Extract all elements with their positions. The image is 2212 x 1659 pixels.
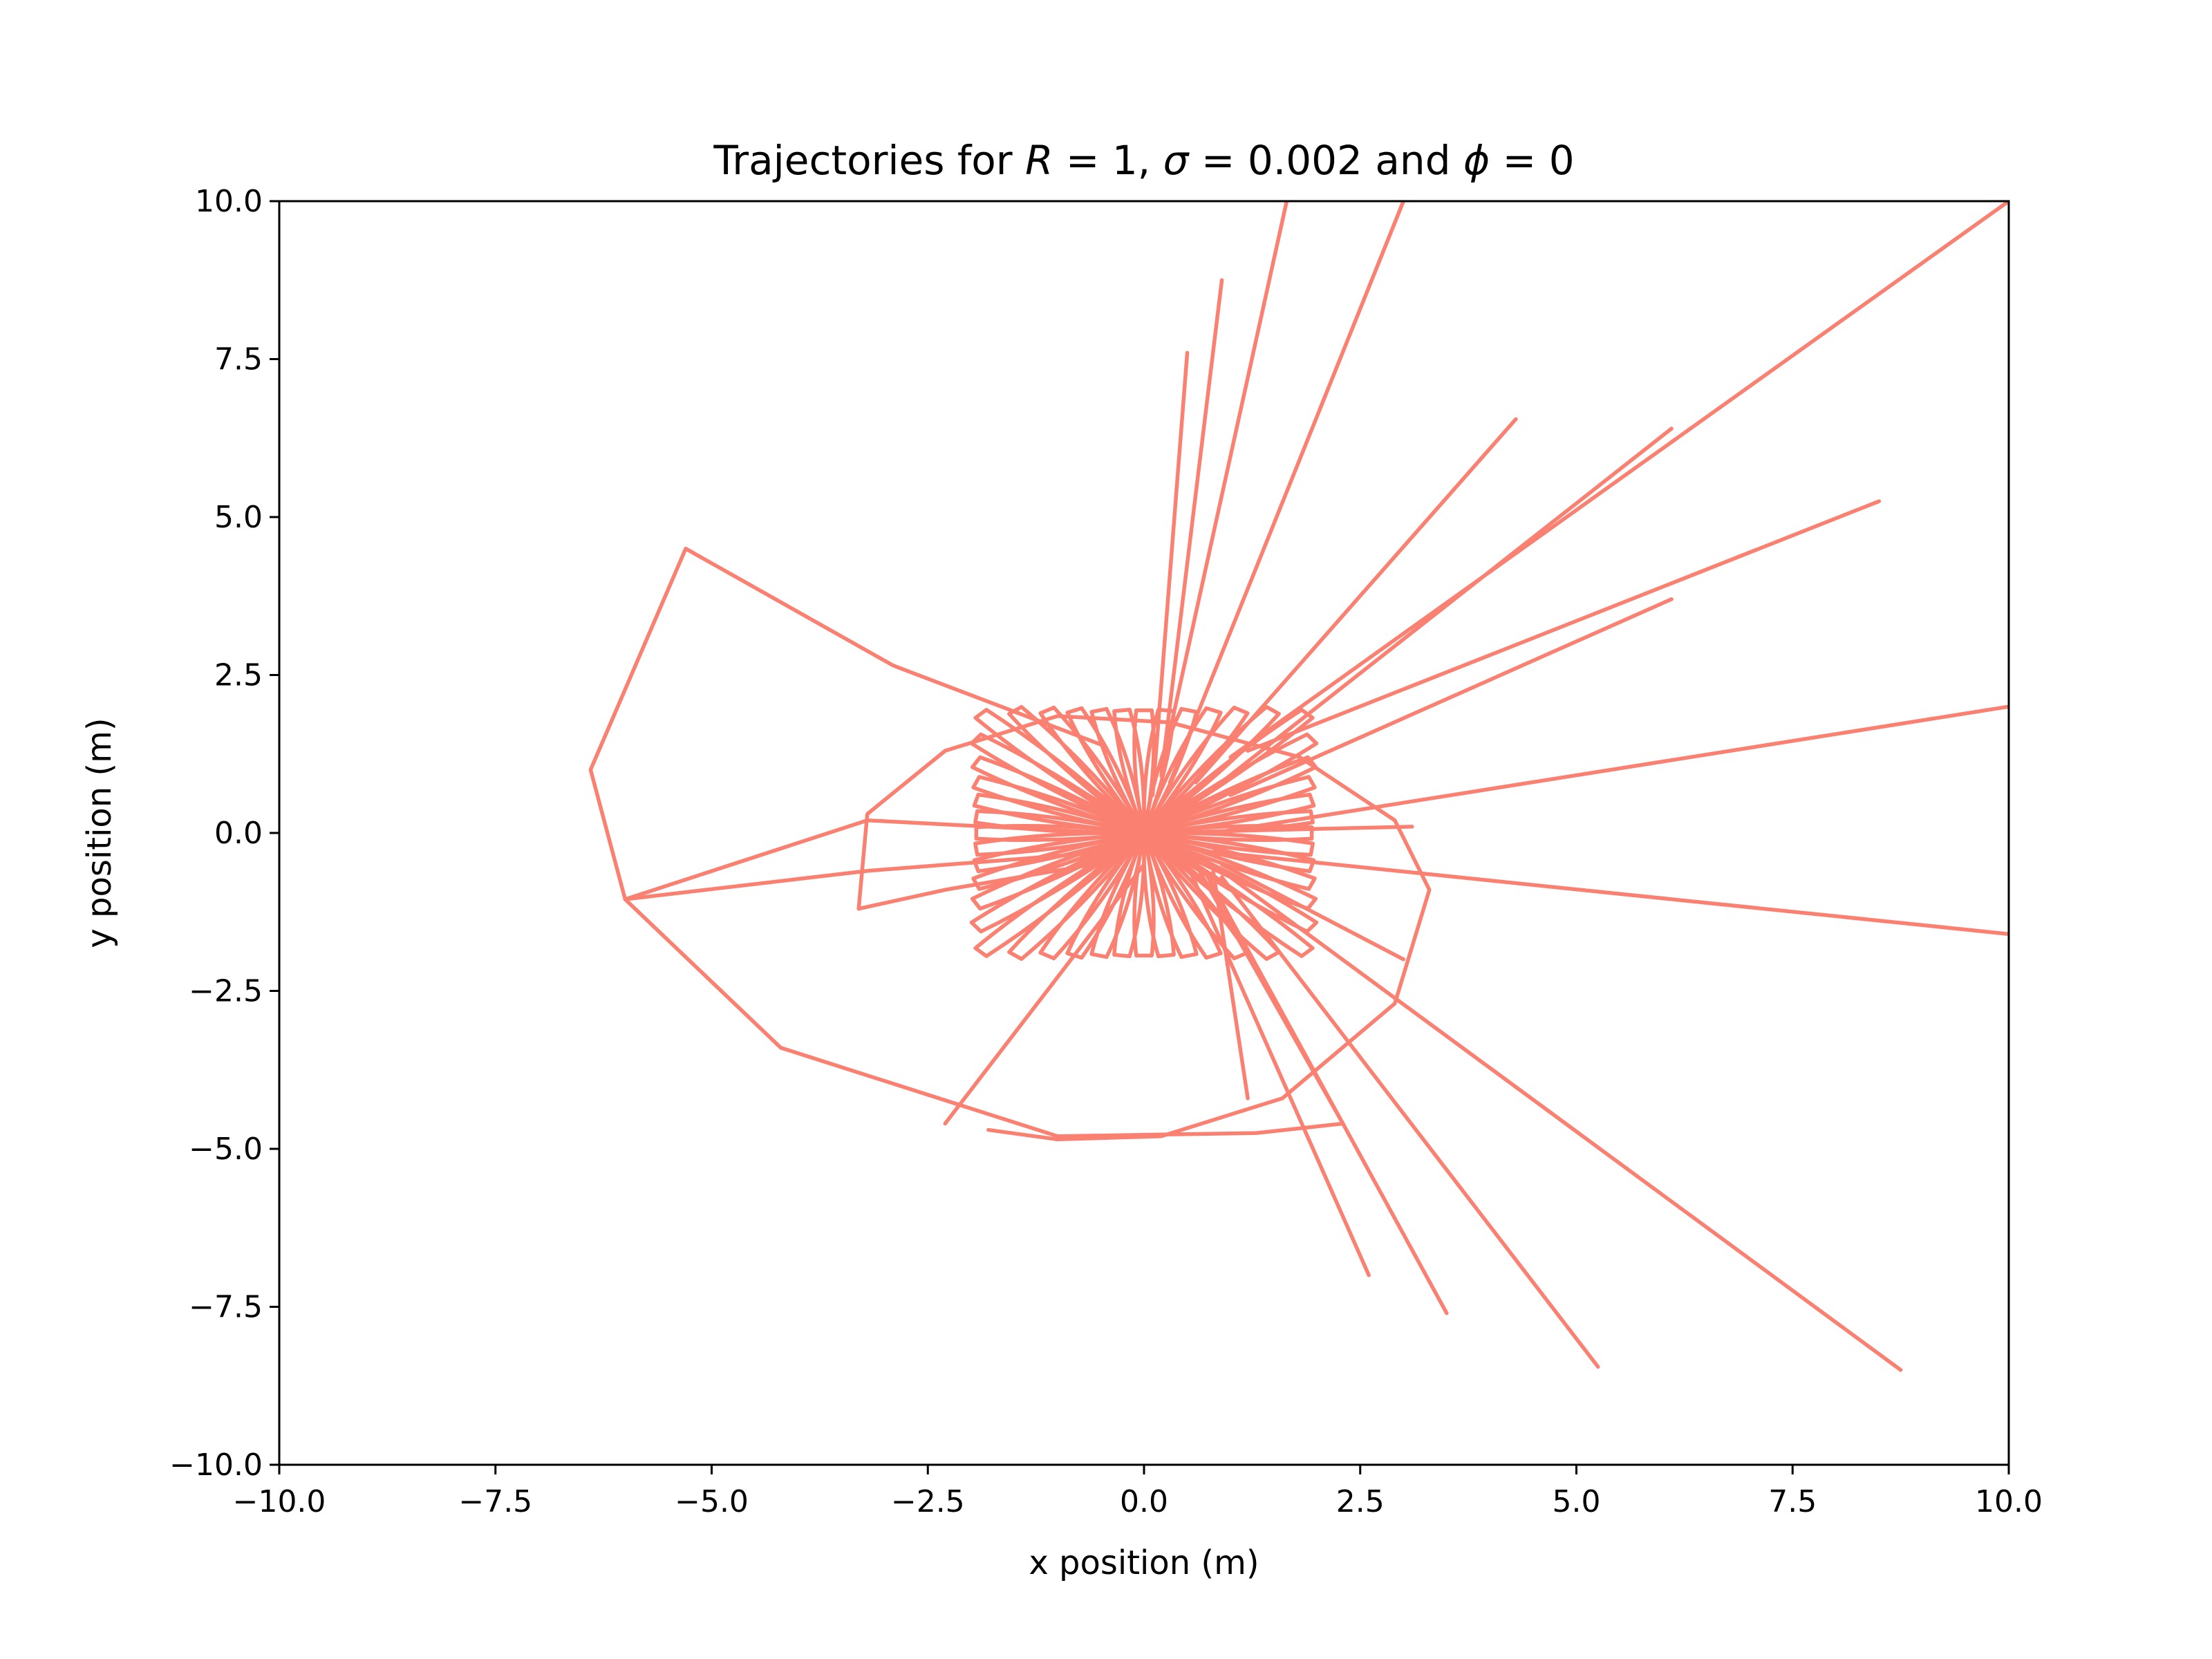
x-tick-label: −7.5	[458, 1484, 532, 1519]
trajectory-line	[623, 850, 1112, 901]
cluster-petal	[1142, 831, 1199, 959]
trajectory-line	[1185, 862, 1371, 1277]
trajectory-line	[1211, 427, 1674, 791]
x-tick-label: −5.0	[675, 1484, 749, 1519]
trajectory-line	[623, 818, 1112, 901]
cluster-petal	[1142, 704, 1281, 835]
trajectory-line	[1211, 869, 1250, 1100]
x-tick-label: 5.0	[1553, 1484, 1601, 1519]
x-tick-label: 0.0	[1120, 1484, 1168, 1519]
y-tick-label: 7.5	[214, 342, 263, 377]
trajectory-line	[1211, 850, 2009, 936]
y-axis-label: y position (m)	[80, 718, 119, 948]
cluster-petal	[1007, 831, 1146, 962]
trajectory-line	[1228, 201, 2009, 760]
cluster-petal	[1142, 831, 1316, 874]
y-tick-label: 0.0	[214, 816, 263, 851]
cluster-petal	[969, 732, 1146, 835]
cluster-petal	[1142, 831, 1223, 960]
y-tick-label: 10.0	[195, 184, 263, 219]
trajectory-line	[1194, 417, 1518, 785]
trajectory-line	[588, 546, 1345, 1138]
cluster-petal	[969, 831, 1146, 934]
cluster-petal	[1142, 775, 1317, 835]
y-tick-label: −2.5	[189, 974, 263, 1009]
plot-frame	[278, 200, 2010, 1466]
trajectory-series	[588, 201, 2009, 1372]
cluster-petal	[1065, 706, 1146, 835]
cluster-petal	[973, 708, 1146, 835]
cluster-petal	[1038, 831, 1146, 961]
y-tick-label: −10.0	[169, 1447, 263, 1483]
trajectory-line	[1228, 875, 1903, 1372]
cluster-petal	[1142, 755, 1318, 835]
y-tick-label: −5.0	[189, 1132, 263, 1167]
trajectory-line	[1168, 201, 1406, 785]
cluster-petal	[973, 831, 1146, 958]
y-tick-label: 5.0	[214, 500, 263, 535]
cluster-petal	[971, 831, 1146, 891]
y-tick-label: −7.5	[189, 1290, 263, 1325]
x-tick-label: 2.5	[1336, 1484, 1385, 1519]
x-tick-label: −2.5	[891, 1484, 965, 1519]
cluster-petal	[1089, 706, 1146, 835]
x-axis-ticks: −10.0 −7.5 −5.0 −2.5 0.0 2.5 5.0 7.5 10.0	[233, 1465, 2043, 1519]
trajectory-line	[1228, 597, 1674, 797]
cluster-petal	[1142, 831, 1315, 857]
trajectory-line	[856, 714, 1432, 1142]
trajectory-line	[1142, 825, 1414, 835]
trajectory-line	[1219, 862, 1406, 962]
trajectory-line	[1219, 875, 1600, 1369]
trajectory-line	[1246, 499, 1882, 753]
y-axis-ticks: −10.0 −7.5 −5.0 −2.5 0.0 2.5 5.0 7.5 10.0	[169, 184, 279, 1483]
y-tick-label: 2.5	[214, 658, 263, 693]
chart-title: Trajectories for R = 1, σ = 0.002 and ϕ …	[713, 137, 1574, 184]
x-tick-label: 10.0	[1975, 1484, 2043, 1519]
cluster-petal	[1038, 705, 1146, 835]
x-axis-label: x position (m)	[1029, 1544, 1259, 1582]
trajectory-line	[1159, 278, 1224, 778]
cluster-petal	[970, 755, 1146, 835]
trajectory-line	[1211, 704, 2009, 835]
trajectory-line	[1159, 201, 1289, 772]
cluster-petal	[1007, 704, 1146, 835]
cluster-petal	[1142, 705, 1250, 835]
x-tick-label: 7.5	[1768, 1484, 1817, 1519]
x-tick-label: −10.0	[233, 1484, 326, 1519]
cluster-petal	[1142, 831, 1318, 911]
cluster-petal	[1142, 732, 1319, 835]
trajectory-line	[943, 862, 1146, 1126]
cluster-petal	[1142, 706, 1223, 835]
